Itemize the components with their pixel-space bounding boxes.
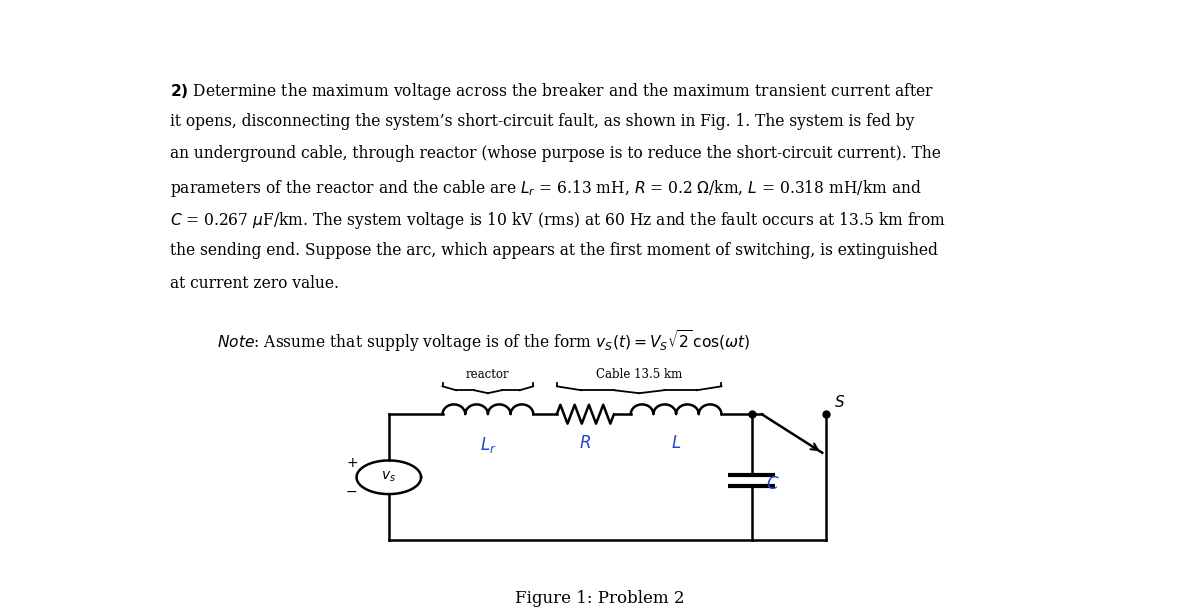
Text: $\mathbf{2)}$ Determine the maximum voltage across the breaker and the maximum t: $\mathbf{2)}$ Determine the maximum volt… <box>170 81 935 102</box>
Text: $v_s$: $v_s$ <box>382 470 396 484</box>
Text: $C$: $C$ <box>767 476 780 493</box>
Text: at current zero value.: at current zero value. <box>170 275 340 292</box>
Text: +: + <box>346 455 358 470</box>
Text: Cable 13.5 km: Cable 13.5 km <box>596 368 683 381</box>
Text: an underground cable, through reactor (whose purpose is to reduce the short-circ: an underground cable, through reactor (w… <box>170 145 941 162</box>
Text: $R$: $R$ <box>580 435 592 452</box>
Text: $S$: $S$ <box>834 394 845 410</box>
Text: the sending end. Suppose the arc, which appears at the first moment of switching: the sending end. Suppose the arc, which … <box>170 242 938 259</box>
Text: $\mathit{Note}$: Assume that supply voltage is of the form $v_S(t) = V_S\sqrt{2}: $\mathit{Note}$: Assume that supply volt… <box>217 328 750 354</box>
Text: reactor: reactor <box>466 368 510 381</box>
Text: Figure 1: Problem 2: Figure 1: Problem 2 <box>515 590 685 607</box>
Text: it opens, disconnecting the system’s short-circuit fault, as shown in Fig. 1. Th: it opens, disconnecting the system’s sho… <box>170 113 914 130</box>
Text: parameters of the reactor and the cable are $L_r$ = 6.13 mH, $R$ = 0.2 $\Omega$/: parameters of the reactor and the cable … <box>170 178 923 199</box>
Text: $L_r$: $L_r$ <box>480 435 497 454</box>
Text: −: − <box>346 485 358 499</box>
Text: $C$ = 0.267 $\mu$F/km. The system voltage is 10 kV (rms) at 60 Hz and the fault : $C$ = 0.267 $\mu$F/km. The system voltag… <box>170 210 947 231</box>
Text: $L$: $L$ <box>671 435 682 452</box>
